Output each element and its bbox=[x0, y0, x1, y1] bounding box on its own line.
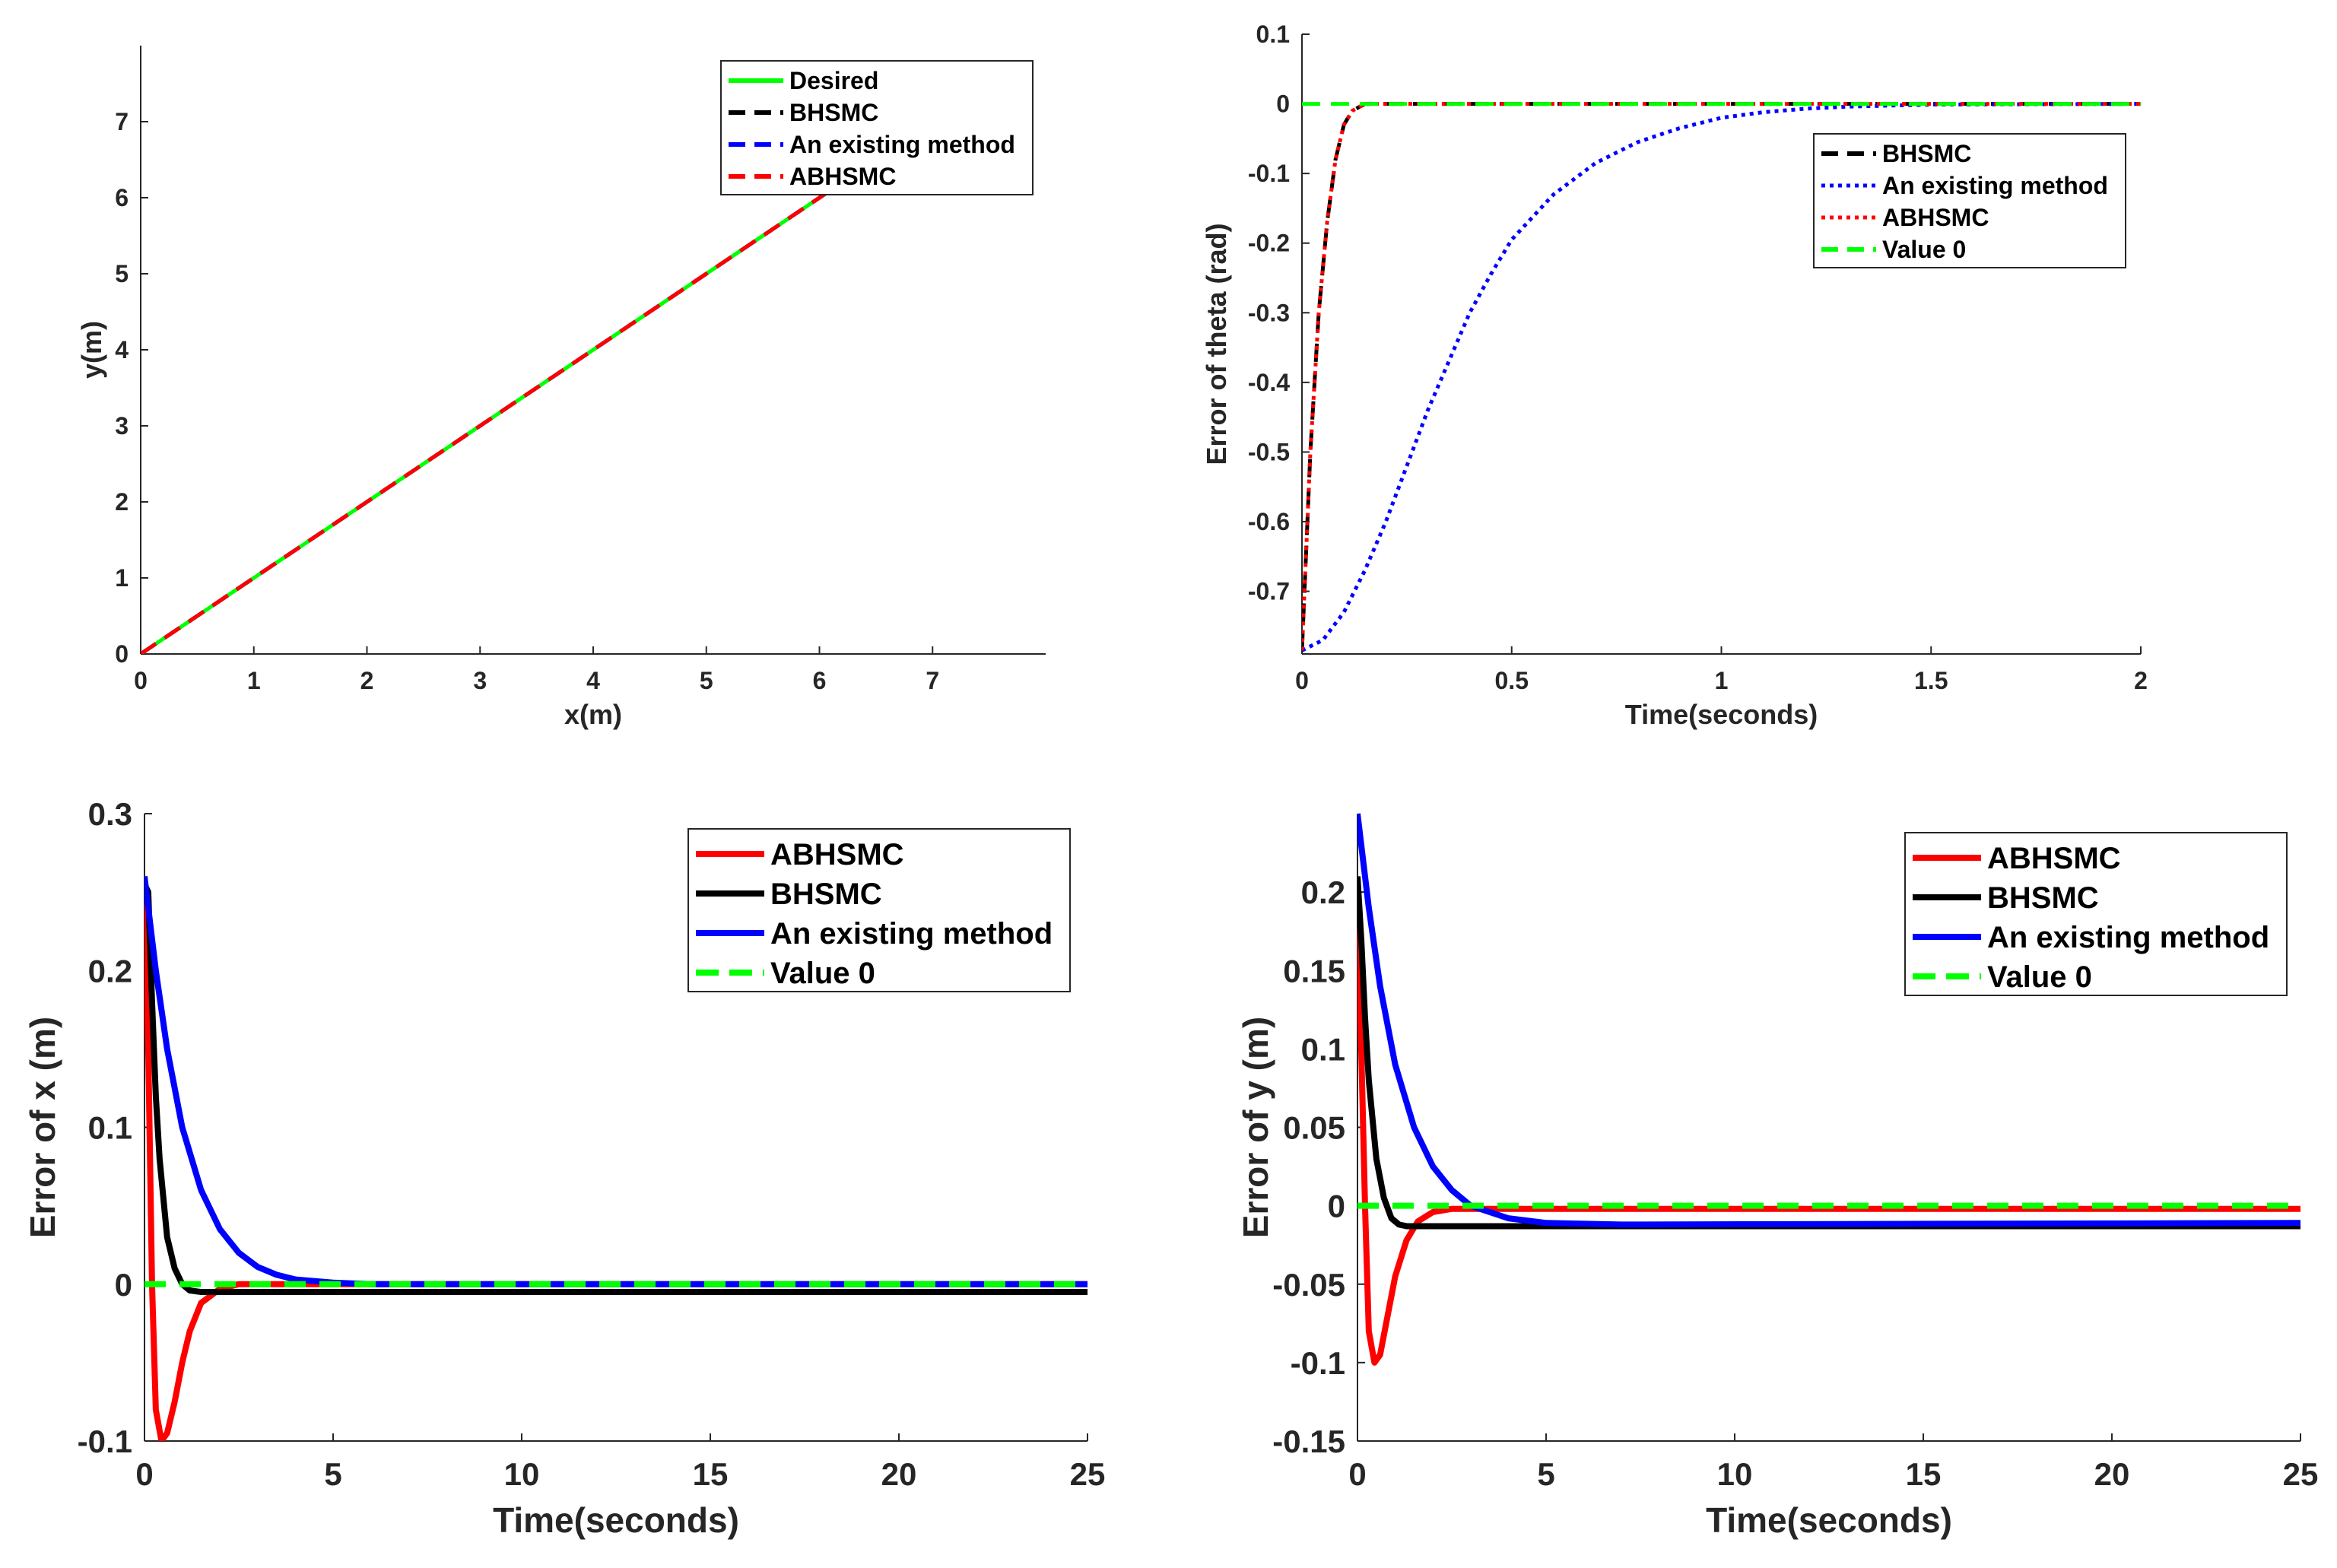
y-tick-label: 2 bbox=[115, 488, 129, 516]
x-tick-label: 0 bbox=[134, 667, 148, 694]
x-tick-label: 5 bbox=[700, 667, 713, 694]
legend-label: An existing method bbox=[1987, 921, 2269, 954]
x-tick-label: 0 bbox=[1295, 667, 1309, 694]
x-tick-label: 1 bbox=[1715, 667, 1729, 694]
legend: Desired BHSMC An existing method ABHSMC bbox=[720, 60, 1034, 195]
x-tick-label: 0 bbox=[1348, 1456, 1366, 1492]
series-line-abhsmc bbox=[1302, 102, 2141, 651]
legend-label: Desired bbox=[789, 67, 878, 94]
legend-label: BHSMC bbox=[1987, 881, 2099, 915]
legend-box bbox=[720, 60, 1034, 195]
y-tick-label: 0 bbox=[1328, 1189, 1345, 1224]
legend-label: An existing method bbox=[789, 131, 1015, 158]
legend: ABHSMC BHSMC An existing method Value 0 bbox=[687, 828, 1071, 992]
legend-box bbox=[1813, 133, 2126, 268]
series-line-bhsmc bbox=[1357, 876, 2300, 1230]
y-tick-label: 6 bbox=[115, 184, 129, 211]
chart-ey: 0 5 10 15 20 25 0.2 0.15 0.1 0.05 0 -0.05 -0.1 -0.15 T… bbox=[1236, 813, 2319, 1540]
y-tick-label: 0 bbox=[1276, 90, 1290, 118]
x-tick-label: 4 bbox=[586, 667, 600, 694]
y-tick-label: -0.7 bbox=[1248, 578, 1290, 605]
series-line-desired bbox=[141, 173, 855, 654]
legend-label: ABHSMC bbox=[789, 163, 896, 190]
x-tick-label: 20 bbox=[881, 1456, 917, 1492]
legend-label: Value 0 bbox=[770, 957, 875, 990]
y-tick-label: -0.1 bbox=[78, 1424, 132, 1459]
x-axis-label: Time(seconds) bbox=[493, 1500, 739, 1540]
x-tick-label: 20 bbox=[2094, 1456, 2130, 1492]
legend: BHSMC An existing method ABHSMC Value 0 bbox=[1813, 133, 2126, 268]
x-tick-label: 0.5 bbox=[1495, 667, 1529, 694]
chart-ex: 0 5 10 15 20 25-0.100.10.20.3Time(seconds)Err… bbox=[23, 796, 1105, 1540]
y-tick-label: 0.2 bbox=[1301, 874, 1345, 910]
y-axis-label: Error of x (m) bbox=[23, 1017, 62, 1238]
x-tick-label: 25 bbox=[2283, 1456, 2319, 1492]
y-tick-label: 0 bbox=[115, 640, 129, 668]
y-tick-label: -0.5 bbox=[1248, 438, 1290, 465]
x-tick-label: 2 bbox=[2134, 667, 2148, 694]
y-tick-label: 0.1 bbox=[1301, 1031, 1345, 1067]
x-tick-label: 1 bbox=[247, 667, 261, 694]
x-axis-label: Time(seconds) bbox=[1625, 699, 1818, 730]
x-tick-label: 0 bbox=[135, 1456, 153, 1492]
legend-label: ABHSMC bbox=[1987, 842, 2121, 875]
y-tick-label: -0.1 bbox=[1248, 160, 1290, 187]
chart-theta: 0 0.5 1 1.5 2 0.1 0 -0.1 -0.2 -0.3 -0.4 -0.5 -0.6 -0.… bbox=[1201, 21, 2148, 730]
y-tick-label: 0.2 bbox=[88, 953, 132, 989]
legend-label: An existing method bbox=[770, 917, 1053, 951]
y-tick-label: -0.3 bbox=[1248, 299, 1290, 326]
y-tick-label: 0.1 bbox=[88, 1110, 132, 1146]
y-tick-label: 1 bbox=[115, 564, 129, 592]
y-tick-label: 0.05 bbox=[1283, 1110, 1345, 1146]
x-tick-label: 5 bbox=[1537, 1456, 1554, 1492]
legend: ABHSMC BHSMC An existing method Value 0 bbox=[1904, 832, 2288, 996]
y-axis-label: Error of theta (rad) bbox=[1201, 223, 1232, 465]
y-tick-label: 0.15 bbox=[1283, 953, 1345, 989]
x-tick-label: 15 bbox=[1906, 1456, 1942, 1492]
y-tick-label: -0.2 bbox=[1248, 230, 1290, 257]
y-tick-label: -0.1 bbox=[1291, 1345, 1345, 1381]
x-tick-label: 15 bbox=[693, 1456, 729, 1492]
y-tick-label: -0.05 bbox=[1272, 1267, 1345, 1303]
legend-label: BHSMC bbox=[770, 878, 882, 911]
legend-label: ABHSMC bbox=[770, 838, 904, 871]
y-tick-label: 7 bbox=[115, 108, 129, 135]
y-tick-label: -0.6 bbox=[1248, 508, 1290, 535]
x-tick-label: 6 bbox=[813, 667, 827, 694]
legend-label: Value 0 bbox=[1987, 960, 2092, 994]
series-line-bhsmc bbox=[144, 883, 1088, 1296]
legend-label: ABHSMC bbox=[1882, 204, 1989, 231]
y-tick-label: 0 bbox=[115, 1267, 132, 1303]
y-tick-label: 5 bbox=[115, 260, 129, 287]
y-tick-label: 4 bbox=[115, 336, 129, 363]
y-tick-label: 3 bbox=[115, 412, 129, 440]
legend-label: Value 0 bbox=[1882, 236, 1966, 263]
y-tick-label: -0.4 bbox=[1248, 369, 1290, 396]
x-tick-label: 7 bbox=[926, 667, 939, 694]
y-tick-label: 0.3 bbox=[88, 796, 132, 832]
y-tick-label: -0.15 bbox=[1272, 1424, 1345, 1459]
y-tick-label: 0.1 bbox=[1256, 21, 1290, 48]
x-axis-label: x(m) bbox=[564, 699, 622, 730]
legend-label: An existing method bbox=[1882, 172, 2108, 199]
x-tick-label: 10 bbox=[504, 1456, 540, 1492]
series-line-an-existing-method bbox=[1357, 813, 2300, 1228]
y-axis-label: Error of y (m) bbox=[1236, 1017, 1275, 1238]
chart-traj: 0 1 2 3 4 5 6 7 0 1 2 3 4 5 6 7 x(m) y(m) Desired BHSMC An e… bbox=[76, 46, 1046, 730]
x-tick-label: 2 bbox=[360, 667, 374, 694]
x-tick-label: 10 bbox=[1717, 1456, 1753, 1492]
x-tick-label: 25 bbox=[1070, 1456, 1106, 1492]
legend-label: BHSMC bbox=[1882, 140, 1971, 167]
x-tick-label: 5 bbox=[324, 1456, 341, 1492]
y-axis-label: y(m) bbox=[76, 321, 107, 379]
legend-label: BHSMC bbox=[789, 99, 878, 126]
x-tick-label: 3 bbox=[473, 667, 487, 694]
x-axis-label: Time(seconds) bbox=[1706, 1500, 1952, 1540]
x-tick-label: 1.5 bbox=[1914, 667, 1948, 694]
